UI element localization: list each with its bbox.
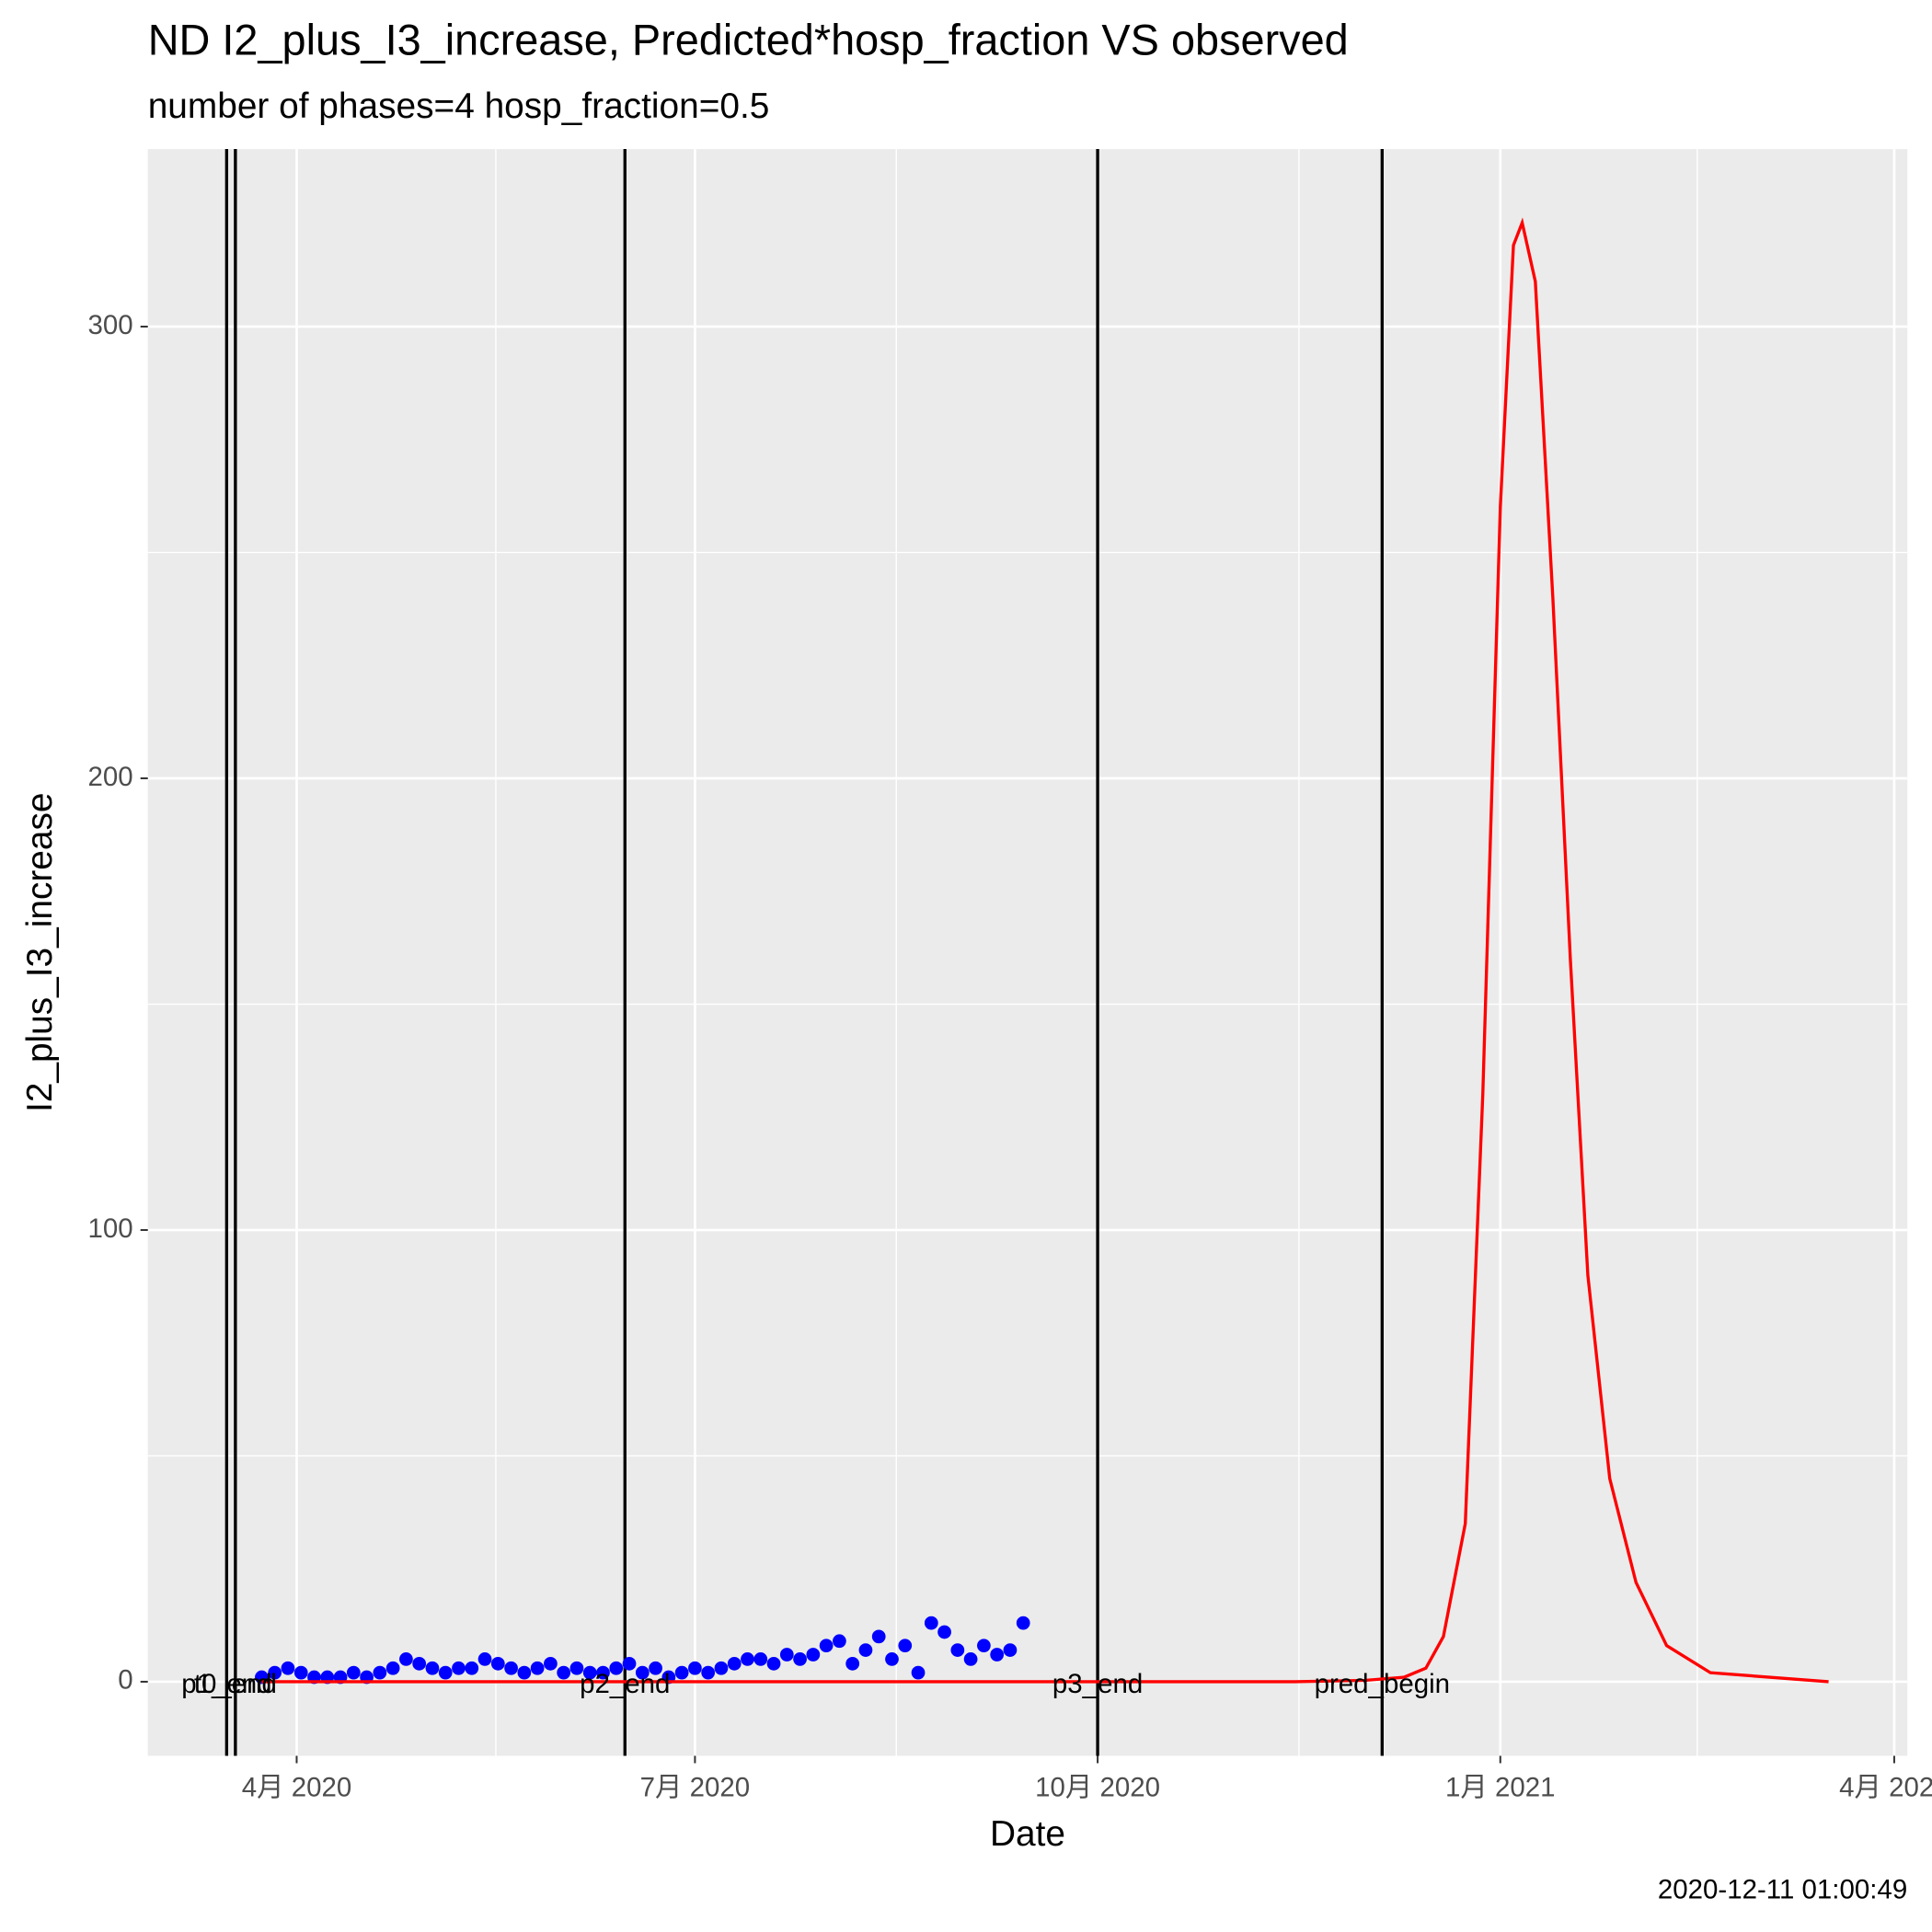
x-tick-label: 4月 2020	[242, 1772, 352, 1802]
observed-point	[268, 1665, 282, 1680]
observed-point	[741, 1652, 754, 1666]
observed-point	[530, 1661, 545, 1675]
observed-point	[490, 1656, 505, 1671]
observed-point	[293, 1665, 308, 1680]
observed-point	[701, 1665, 716, 1680]
observed-point	[688, 1661, 702, 1675]
observed-point	[385, 1661, 400, 1675]
observed-point	[779, 1648, 794, 1662]
observed-point	[425, 1661, 440, 1675]
observed-point	[438, 1665, 453, 1680]
observed-point	[871, 1629, 886, 1644]
observed-point	[727, 1656, 742, 1671]
y-tick-label: 200	[87, 762, 132, 792]
observed-point	[806, 1648, 821, 1662]
observed-point	[1003, 1643, 1018, 1657]
observed-point	[766, 1656, 781, 1671]
observed-point	[596, 1665, 610, 1680]
x-axis-title: Date	[990, 1814, 1065, 1854]
observed-point	[990, 1648, 1005, 1662]
observed-point	[937, 1625, 951, 1639]
observed-point	[963, 1652, 978, 1666]
observed-point	[517, 1665, 532, 1680]
observed-point	[452, 1661, 466, 1675]
y-tick-label: 100	[87, 1213, 132, 1244]
observed-point	[714, 1661, 729, 1675]
observed-point	[635, 1665, 650, 1680]
y-tick-label: 0	[118, 1665, 132, 1696]
observed-point	[412, 1656, 427, 1671]
observed-point	[1016, 1616, 1030, 1630]
chart-title: ND I2_plus_I3_increase, Predicted*hosp_f…	[148, 16, 1349, 63]
observed-point	[924, 1616, 938, 1630]
observed-point	[569, 1661, 584, 1675]
observed-point	[885, 1652, 899, 1666]
observed-point	[373, 1665, 387, 1680]
phase-label: p1_end	[181, 1669, 271, 1699]
observed-point	[793, 1652, 807, 1666]
observed-point	[346, 1665, 361, 1680]
phase-label: p2_end	[580, 1669, 670, 1699]
observed-point	[753, 1652, 768, 1666]
observed-point	[950, 1643, 965, 1657]
phase-label: pred_begin	[1315, 1669, 1450, 1699]
observed-point	[845, 1656, 860, 1671]
plot-panel	[147, 149, 1908, 1756]
observed-point	[649, 1661, 662, 1675]
caption: 2020-12-11 01:00:49	[1658, 1875, 1907, 1905]
observed-point	[609, 1661, 624, 1675]
observed-point	[833, 1634, 846, 1649]
phase-label: t0_end	[194, 1669, 277, 1699]
observed-point	[858, 1643, 873, 1657]
observed-point	[622, 1656, 637, 1671]
observed-point	[477, 1652, 492, 1666]
observed-point	[911, 1665, 926, 1680]
phase-label: p3_end	[1052, 1669, 1143, 1699]
prediction-line	[261, 217, 1829, 1684]
x-tick-label: 10月 2020	[1035, 1772, 1160, 1802]
observed-point	[898, 1639, 913, 1653]
observed-point	[674, 1665, 689, 1680]
observed-point	[465, 1661, 479, 1675]
observed-point	[977, 1639, 991, 1653]
y-axis-title: I2_plus_I3_increase	[20, 792, 60, 1112]
x-tick-label: 4月 2021	[1839, 1772, 1932, 1802]
y-tick-label: 300	[87, 310, 132, 340]
observed-point	[281, 1661, 295, 1675]
chart-subtitle: number of phases=4 hosp_fraction=0.5	[148, 86, 770, 126]
observed-point	[582, 1665, 597, 1680]
observed-point	[504, 1661, 518, 1675]
x-tick-label: 1月 2021	[1445, 1772, 1556, 1802]
x-tick-label: 7月 2020	[640, 1772, 751, 1802]
observed-point	[399, 1652, 413, 1666]
observed-point	[557, 1665, 571, 1680]
observed-point	[544, 1656, 558, 1671]
observed-point	[819, 1639, 834, 1653]
